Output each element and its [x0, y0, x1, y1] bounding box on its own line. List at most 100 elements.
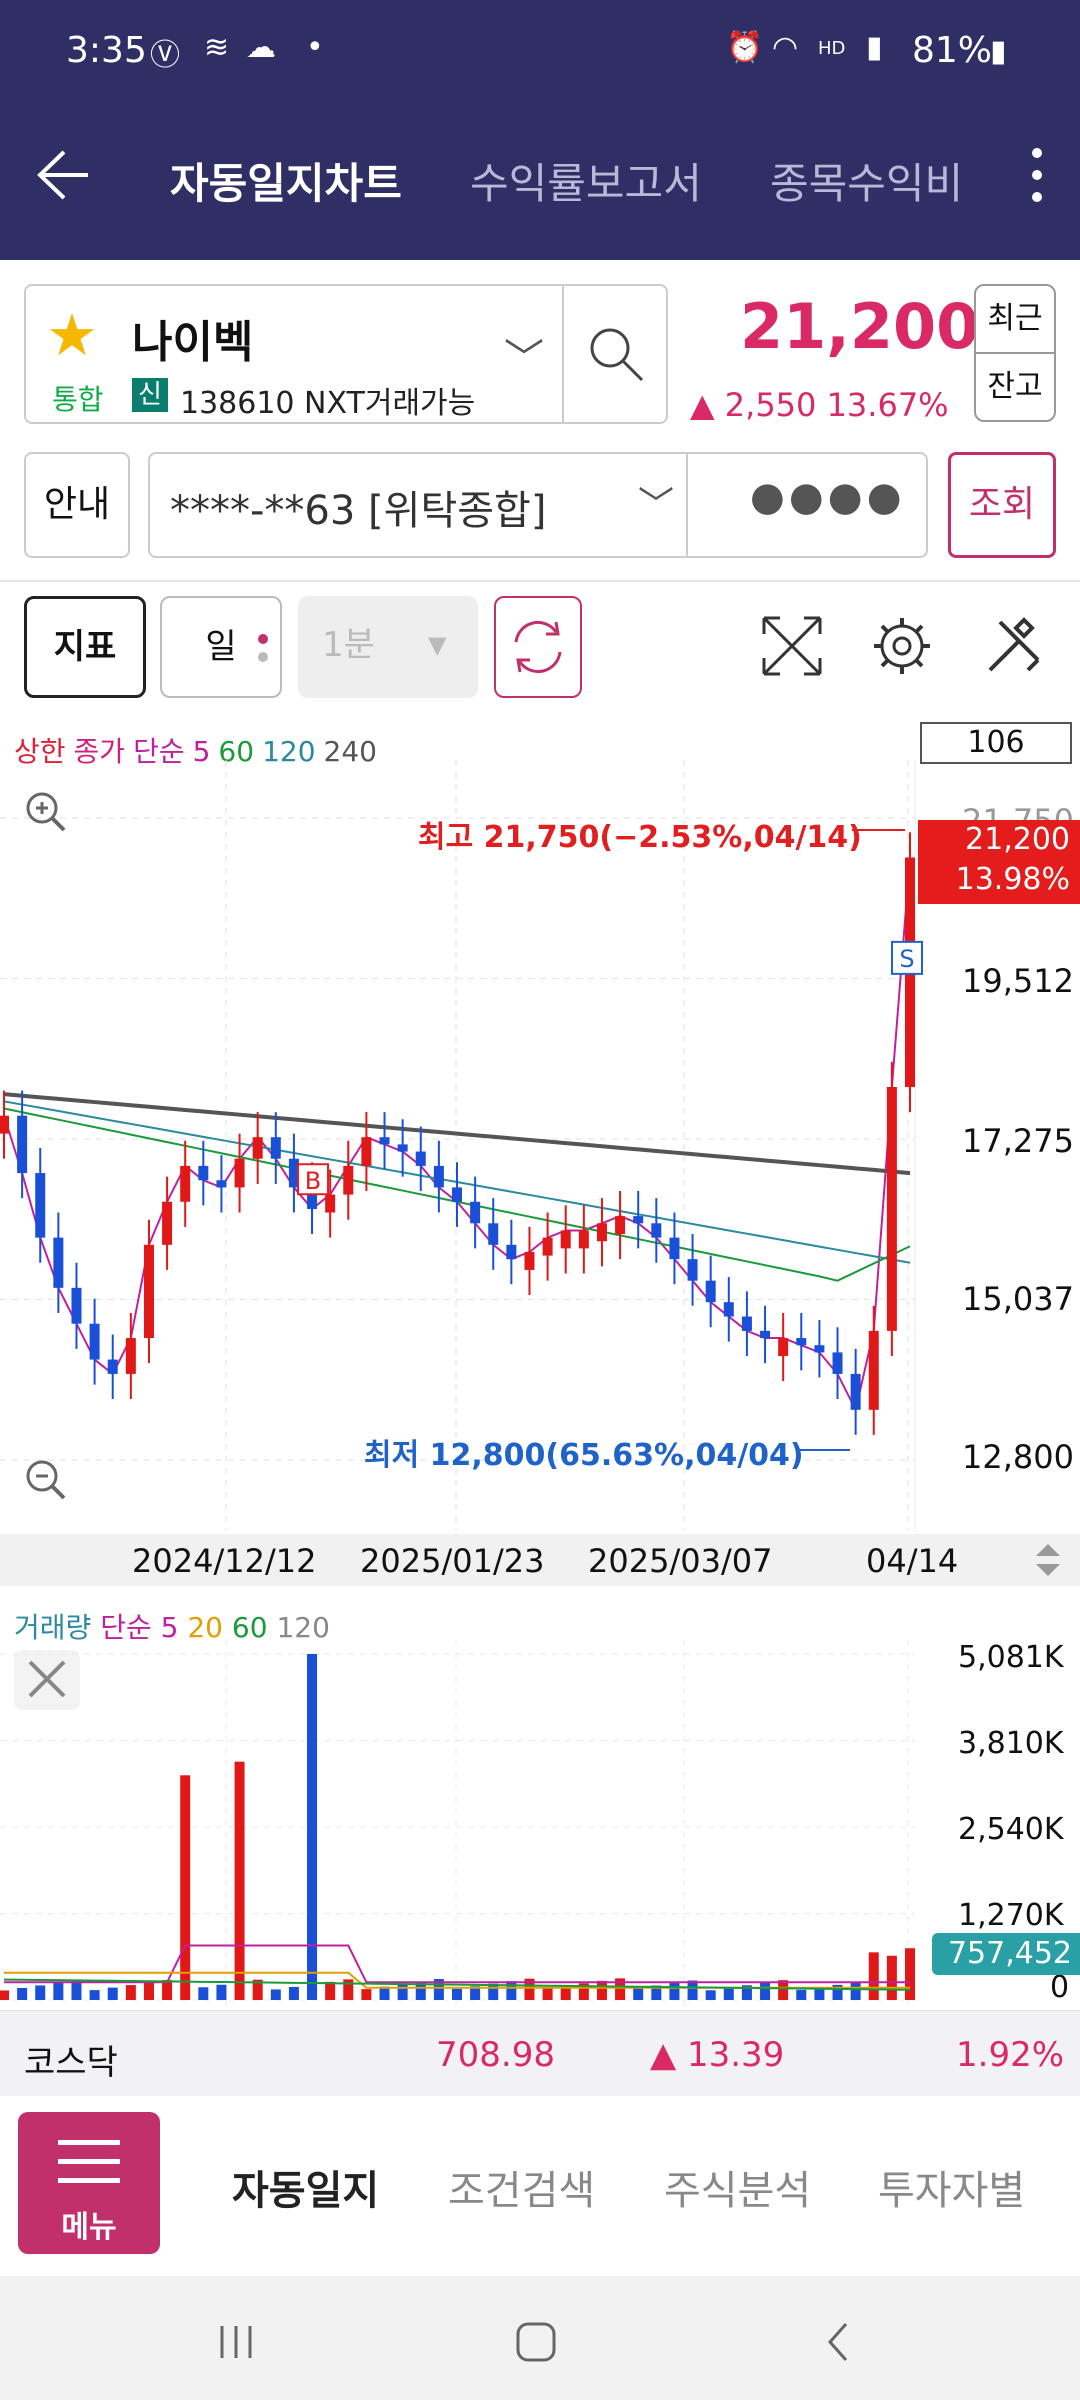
indicator-button[interactable]: 지표: [24, 596, 146, 698]
candle: [488, 1223, 499, 1245]
volume-bar: [524, 1978, 535, 2000]
index-ticker[interactable]: 코스닥 708.98 ▲ 13.39 1.92%: [0, 2010, 1080, 2096]
volume-y-tick: 0: [1050, 1970, 1070, 2005]
volume-bar: [0, 1990, 9, 2000]
x-tick: 2024/12/12: [132, 1542, 317, 1580]
tab-stock-return-compare[interactable]: 종목수익비: [770, 159, 964, 208]
volume-bar: [433, 1979, 444, 2000]
guide-button[interactable]: 안내: [24, 452, 130, 558]
candle: [814, 1345, 825, 1353]
period-count-box[interactable]: 106: [920, 722, 1072, 764]
password-field[interactable]: ●●●●: [750, 474, 906, 520]
volume-bar: [796, 1989, 807, 2000]
volume-bar: [886, 1955, 897, 2000]
volume-bar: [778, 1980, 789, 2000]
volume-bar: [343, 1979, 354, 2000]
more-menu-icon[interactable]: [1022, 140, 1052, 220]
volume-bar: [596, 1980, 607, 2000]
back-icon[interactable]: [810, 2312, 870, 2372]
candle: [778, 1338, 789, 1356]
x-tick: 2025/01/23: [360, 1542, 545, 1580]
low-price-annotation: 최저 12,800(65.63%,04/04): [364, 1438, 804, 1473]
bottom-nav-condition-search[interactable]: 조건검색: [448, 2168, 596, 2214]
tab-auto-journal-chart[interactable]: 자동일지차트: [170, 159, 402, 208]
candle: [125, 1338, 136, 1374]
price-chart[interactable]: BS: [0, 760, 1080, 1530]
volume-bar: [651, 1985, 662, 2000]
candle: [542, 1237, 553, 1256]
account-selector[interactable]: ****-**63 [위탁종합] ﹀ ●●●●: [148, 452, 928, 558]
account-number: ****-**63 [위탁종합]: [170, 488, 547, 534]
status-bar: 3:35 Ⓥ ≋ ☁ • ⏰ ◠ HD ▮ 81% ▮: [0, 0, 1080, 110]
candle: [705, 1280, 716, 1303]
period-day-button[interactable]: 일: [160, 596, 282, 698]
chevron-down-icon[interactable]: ﹀: [638, 485, 675, 526]
high-price-annotation: 최고 21,750(−2.53%,04/14): [418, 820, 862, 855]
balance-button[interactable]: 잔고: [974, 352, 1056, 422]
candle: [470, 1201, 481, 1224]
candle: [596, 1223, 607, 1242]
candle: [578, 1230, 589, 1249]
legend-item-ma120: 120: [276, 1611, 330, 1644]
zoom-in-icon[interactable]: [18, 784, 74, 840]
home-icon[interactable]: [506, 2312, 566, 2372]
hamburger-icon: [58, 2140, 120, 2184]
system-nav-bar: [0, 2276, 1080, 2400]
bottom-nav-stock-analysis[interactable]: 주식분석: [664, 2168, 812, 2214]
legend-item-close: 종가: [73, 735, 126, 768]
stock-name: 나이벡: [132, 317, 254, 368]
query-button[interactable]: 조회: [948, 452, 1056, 558]
candle: [325, 1194, 336, 1213]
volume-y-tick: 1,270K: [958, 1898, 1064, 1933]
candle: [760, 1330, 771, 1339]
volume-bar: [162, 1980, 173, 2000]
fullscreen-icon[interactable]: [758, 612, 826, 680]
current-price-tag: 21,200 13.98%: [918, 820, 1080, 904]
legend-item-ma5: 5: [192, 735, 211, 768]
volume-bar: [270, 1989, 281, 2000]
tab-return-report[interactable]: 수익률보고서: [470, 159, 702, 208]
volume-chart[interactable]: [0, 1640, 1080, 2008]
tools-icon[interactable]: [980, 612, 1048, 680]
volume-bar: [560, 1985, 571, 2000]
refresh-button[interactable]: [494, 596, 582, 698]
volume-ma60-line: [3, 1978, 911, 1991]
alarm-icon: ⏰: [726, 30, 764, 65]
battery-icon: ▮: [990, 34, 1007, 69]
settings-gear-icon[interactable]: [868, 612, 936, 680]
legend-item-simple: 단순: [133, 735, 185, 768]
favorite-star-icon[interactable]: ★: [46, 301, 98, 369]
volume-bar: [35, 1985, 46, 2000]
recent-button[interactable]: 최근: [974, 284, 1056, 354]
volume-y-tick: 5,081K: [958, 1640, 1064, 1675]
bottom-nav-auto-journal[interactable]: 자동일지: [232, 2168, 380, 2214]
index-change: ▲ 13.39: [650, 2035, 785, 2075]
bottom-nav-by-investor[interactable]: 투자자별: [878, 2168, 1026, 2214]
search-icon[interactable]: [582, 320, 652, 390]
chevron-down-icon[interactable]: ﹀: [504, 336, 544, 382]
volume-bar: [325, 1981, 336, 2000]
resize-handle-icon[interactable]: [1030, 1538, 1066, 1582]
current-price-pct: 13.98%: [955, 862, 1070, 897]
index-value: 708.98: [436, 2035, 555, 2075]
candle: [71, 1287, 82, 1324]
candle: [53, 1237, 64, 1288]
back-arrow-icon[interactable]: [24, 140, 94, 210]
volume-bar: [307, 1654, 318, 2000]
menu-button[interactable]: 메뉴: [18, 2112, 160, 2254]
volume-bar: [542, 1988, 553, 2000]
minute-label: 1분: [322, 625, 375, 665]
legend-item-upper-limit: 상한: [14, 735, 66, 768]
refresh-icon: [514, 621, 562, 673]
ma240-line: [3, 1092, 911, 1176]
zoom-out-icon[interactable]: [18, 1452, 74, 1508]
volume-bar: [125, 1985, 136, 2000]
legend-item-simple: 단순: [100, 1611, 152, 1644]
candle: [415, 1151, 426, 1166]
recent-apps-icon[interactable]: [206, 2312, 266, 2372]
candle: [669, 1237, 680, 1260]
stock-selector[interactable]: ★ 나이벡 ﹀ 통합 신 138610 NXT거래가능: [24, 284, 668, 424]
candle: [270, 1137, 281, 1159]
volume-chart-legend: 거래량 단순 5 20 60 120: [14, 1606, 330, 1646]
close-volume-button[interactable]: [14, 1650, 80, 1710]
